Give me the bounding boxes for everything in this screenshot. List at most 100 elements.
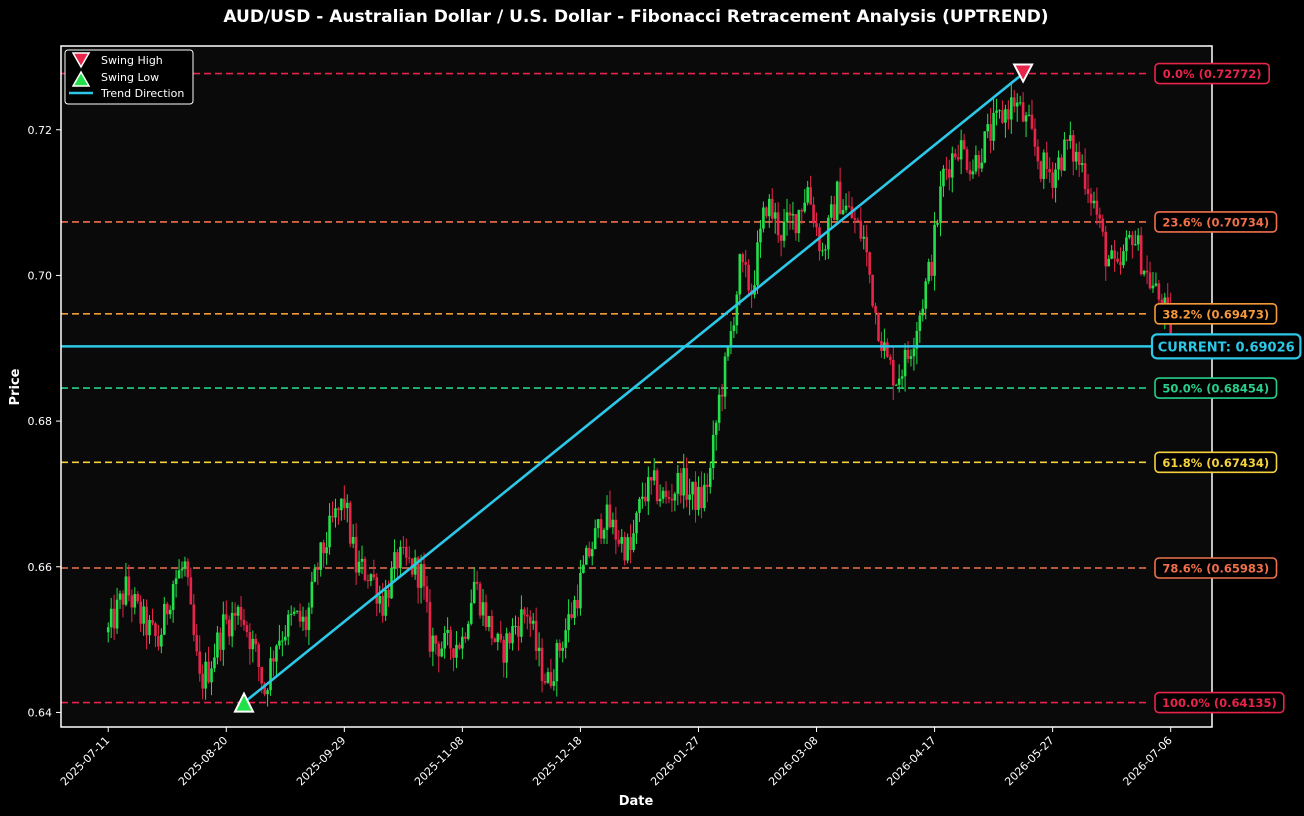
fib-label-3: 50.0% (0.68454)	[1162, 382, 1269, 396]
candle-body-60	[283, 636, 287, 641]
candle-body-92	[378, 595, 382, 604]
candle-body-269	[900, 376, 904, 379]
candle-body-26	[183, 561, 187, 569]
candle-body-307	[1012, 97, 1016, 107]
candle-body-311	[1024, 115, 1028, 122]
candle-body-116	[449, 629, 452, 649]
candle-body-174	[620, 536, 624, 544]
candle-body-170	[608, 504, 612, 528]
candle-body-162	[585, 547, 588, 565]
candle-body-138	[514, 625, 517, 627]
candle-body-271	[906, 349, 910, 359]
candle-body-276	[921, 308, 925, 316]
candle-body-142	[526, 614, 529, 617]
y-tick-label-0: 0.64	[28, 706, 53, 719]
candle-body-183	[647, 477, 650, 502]
candle-body-315	[1036, 146, 1040, 162]
candle-body-56	[272, 658, 275, 662]
candle-body-11	[139, 601, 142, 624]
y-tick-label-1: 0.66	[28, 561, 53, 574]
candle-body-197	[688, 494, 691, 500]
candle-body-121	[464, 636, 467, 639]
candle-body-308	[1015, 102, 1019, 107]
candle-body-248	[838, 181, 842, 215]
candle-body-69	[310, 581, 314, 608]
candle-body-139	[517, 625, 520, 637]
candle-body-113	[440, 648, 444, 657]
current-price-label: CURRENT: 0.69026	[1158, 340, 1295, 355]
candle-body-356	[1157, 283, 1161, 300]
candle-body-185	[652, 470, 656, 481]
candle-body-98	[396, 552, 399, 569]
candle-body-202	[703, 484, 706, 509]
candle-body-287	[953, 153, 957, 158]
x-tick-label-1: 2025-08-20	[176, 734, 230, 788]
fib-label-box-0	[1154, 62, 1270, 85]
candle-body-76	[331, 515, 334, 518]
candle-body-124	[472, 581, 476, 603]
candle-body-359	[1166, 297, 1170, 305]
candle-body-270	[903, 349, 907, 377]
candle-body-109	[428, 601, 432, 652]
candle-body-347	[1131, 234, 1134, 246]
candle-body-319	[1048, 169, 1051, 173]
candle-body-42	[230, 612, 234, 637]
candle-body-12	[142, 606, 145, 624]
candle-body-240	[815, 223, 818, 228]
candle-body-196	[685, 468, 688, 500]
candle-body-126	[478, 583, 482, 616]
candle-body-45	[239, 606, 243, 620]
candle-body-283	[942, 168, 945, 187]
candle-body-149	[546, 672, 550, 683]
candle-body-137	[511, 626, 514, 644]
candle-body-35	[210, 668, 213, 683]
candle-body-341	[1113, 250, 1116, 259]
fib-label-box-2	[1154, 303, 1278, 325]
candle-body-44	[236, 606, 240, 616]
candle-body-48	[248, 631, 252, 650]
candle-body-132	[496, 633, 500, 642]
candle-body-213	[735, 294, 739, 326]
candle-body-301	[995, 110, 998, 113]
candle-body-339	[1107, 258, 1111, 267]
candle-body-336	[1098, 214, 1102, 219]
candle-body-198	[691, 481, 694, 495]
candle-body-292	[968, 170, 972, 175]
candle-body-154	[561, 647, 565, 651]
candle-body-239	[812, 204, 815, 224]
candle-body-284	[945, 168, 948, 170]
candle-body-200	[697, 486, 700, 510]
candle-body-329	[1077, 151, 1081, 165]
candle-body-211	[729, 331, 733, 348]
candle-body-327	[1071, 135, 1075, 162]
candle-body-350	[1139, 235, 1143, 275]
candle-body-317	[1042, 152, 1046, 179]
x-tick-label-3: 2025-11-08	[412, 734, 466, 788]
candle-body-65	[298, 610, 302, 622]
candle-body-146	[537, 647, 541, 651]
fib-label-5: 78.6% (0.65983)	[1162, 562, 1269, 576]
candle-body-226	[773, 212, 777, 219]
x-tick-label-9: 2026-07-06	[1120, 734, 1174, 788]
candle-body-334	[1092, 200, 1096, 204]
candle-body-338	[1104, 231, 1108, 267]
candle-body-19	[162, 603, 166, 635]
candle-body-299	[989, 124, 992, 141]
candle-body-80	[343, 498, 346, 509]
candle-body-277	[924, 281, 928, 309]
candle-body-251	[847, 205, 851, 207]
candle-body-171	[611, 519, 615, 528]
candle-body-133	[499, 633, 503, 640]
candle-body-298	[986, 124, 990, 132]
candle-body-188	[661, 490, 665, 499]
candle-body-182	[644, 496, 647, 502]
candle-body-107	[422, 564, 426, 587]
candle-body-50	[254, 638, 258, 645]
candle-body-345	[1125, 237, 1128, 252]
x-axis: 2025-07-11 2025-08-20 2025-09-29 2025-11-08…	[58, 727, 1175, 788]
candle-body-74	[325, 547, 328, 554]
candle-body-173	[617, 539, 621, 544]
candle-body-153	[558, 642, 562, 651]
candle-body-125	[475, 581, 479, 584]
candle-body-310	[1021, 102, 1025, 122]
